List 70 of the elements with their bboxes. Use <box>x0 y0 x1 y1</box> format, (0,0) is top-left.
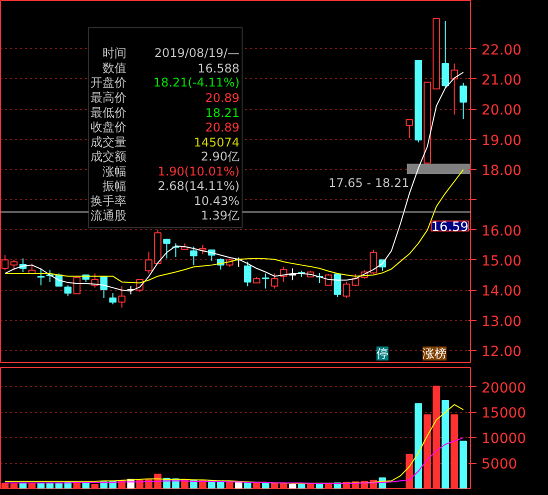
candlestick <box>406 119 414 139</box>
y-tick-label: 15.00 <box>482 253 522 270</box>
annotation: 145074 <box>194 135 240 150</box>
annotation: 涨榜 <box>422 346 447 360</box>
bar <box>298 484 306 488</box>
annotation: 换手率 <box>90 194 126 208</box>
bar <box>414 403 422 488</box>
y-tick-label: 15000 <box>482 406 526 422</box>
y-tick-label: 10000 <box>482 431 526 448</box>
y-tick-label: 18.00 <box>482 162 522 179</box>
candlestick <box>262 273 270 290</box>
annotation: 2.68(14.11%) <box>158 179 240 194</box>
candlestick <box>10 259 18 271</box>
candlestick <box>334 273 342 298</box>
candlestick <box>342 281 350 298</box>
y-tick-label: 14.00 <box>482 284 522 300</box>
y-tick-label: 22.00 <box>482 42 522 58</box>
bar <box>262 482 270 488</box>
candlestick <box>109 292 116 305</box>
y-tick-label: 5000 <box>482 456 518 473</box>
candlestick <box>190 246 198 266</box>
candlestick <box>64 284 72 297</box>
band-label: 17.65 - 18.21 <box>328 176 410 190</box>
candlestick <box>370 249 378 275</box>
candlestick <box>199 244 206 254</box>
annotation: 数值 <box>102 60 126 75</box>
annotation: 20.89 <box>205 120 240 135</box>
candlestick <box>118 286 126 308</box>
annotation: 16.588 <box>198 61 240 76</box>
annotation: 2.90亿 <box>200 150 240 164</box>
annotation: 2019/08/19/— <box>154 46 240 60</box>
candlestick <box>450 63 458 116</box>
annotation: 最高价 <box>90 90 126 104</box>
annotation: 涨幅 <box>102 164 126 178</box>
y-tick-label: 16.00 <box>482 223 522 240</box>
annotation: 流通股 <box>90 208 126 223</box>
y-tick-label: 12.00 <box>482 344 522 360</box>
bar <box>235 482 242 488</box>
candlestick <box>270 273 278 290</box>
y-tick-label: 21.00 <box>482 72 522 88</box>
candlestick <box>37 268 45 286</box>
bar <box>288 484 296 488</box>
y-tick-label: 20000 <box>482 380 526 396</box>
annotation: 振幅 <box>102 179 126 194</box>
annotation: 20.89 <box>205 90 240 105</box>
annotation: 1.90(10.01%) <box>158 164 240 178</box>
candlestick <box>352 274 360 287</box>
annotation: 时间 <box>102 46 126 60</box>
annotation: 成交量 <box>90 134 126 149</box>
line-series <box>4 437 464 484</box>
bar <box>82 482 90 488</box>
candlestick <box>244 261 252 287</box>
annotation: 停 <box>376 346 388 360</box>
candlestick <box>442 20 449 88</box>
annotation: 18.21 <box>205 106 240 120</box>
bar <box>460 440 467 488</box>
annotation: 成交额 <box>90 150 126 164</box>
annotation: 18.21(-4.11%) <box>153 76 240 90</box>
annotation: 开盘价 <box>90 76 126 90</box>
annotation: 10.43% <box>194 194 240 208</box>
y-tick-label: 19.00 <box>482 132 522 149</box>
annotation: 1.39亿 <box>200 208 240 223</box>
candlestick <box>460 82 467 120</box>
annotation: 最低价 <box>90 105 126 120</box>
annotation: 收盘价 <box>90 120 126 134</box>
candlestick <box>163 238 170 259</box>
candlestick <box>100 276 108 298</box>
y-tick-label: 13.00 <box>482 314 522 330</box>
bar <box>442 400 449 488</box>
y-tick-label: 20.00 <box>482 102 522 119</box>
